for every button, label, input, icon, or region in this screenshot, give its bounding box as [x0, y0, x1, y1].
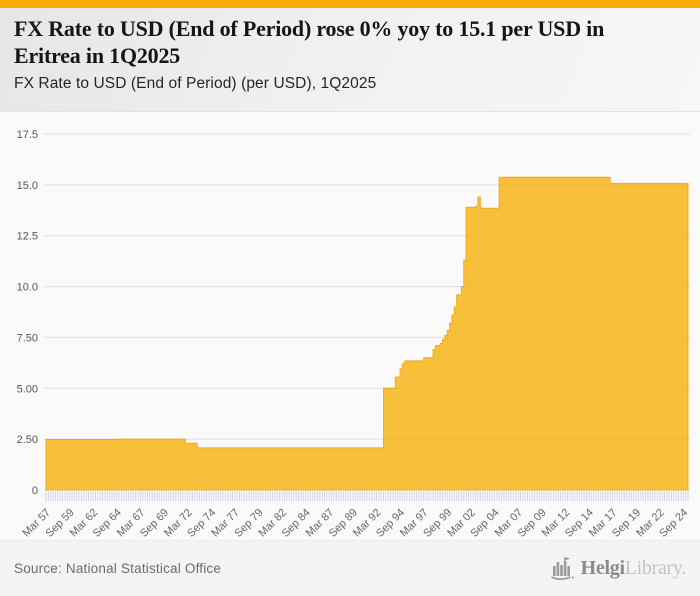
chart-region: 0 2.50 5.00 7.50 10.0 12.5 15.0 17.5 Mar 57 Sep 5… — [0, 112, 700, 540]
helgi-library-logo[interactable]: HelgiLibrary. — [550, 556, 687, 581]
logo-bars-icon — [551, 556, 574, 580]
y-axis-tick-label: 12.5 — [17, 231, 38, 243]
page-title: FX Rate to USD (End of Period) rose 0% y… — [14, 16, 605, 68]
logo-text: HelgiLibrary. — [580, 557, 687, 580]
accent-bar — [0, 0, 700, 8]
y-axis-tick-label: 15.0 — [17, 180, 38, 192]
y-axis-tick-label: 5.00 — [17, 383, 38, 395]
y-axis-tick-label: 10.0 — [17, 282, 38, 294]
y-axis-tick-label: 2.50 — [17, 434, 38, 446]
fx-rate-area-series — [45, 176, 689, 491]
page-footer: Source: National Statistical Office Helg… — [0, 540, 700, 596]
logo-text-secondary: Library. — [624, 557, 687, 579]
page-header: FX Rate to USD (End of Period) rose 0% y… — [0, 8, 700, 112]
source-text: Source: National Statistical Office — [14, 561, 222, 576]
y-axis-tick-label: 0 — [32, 485, 38, 497]
page-subtitle: FX Rate to USD (End of Period) (per USD)… — [14, 74, 377, 92]
y-axis-tick-label: 7.50 — [17, 332, 38, 344]
y-axis-tick-label: 17.5 — [17, 129, 38, 141]
logo-text-primary: Helgi — [580, 557, 625, 579]
